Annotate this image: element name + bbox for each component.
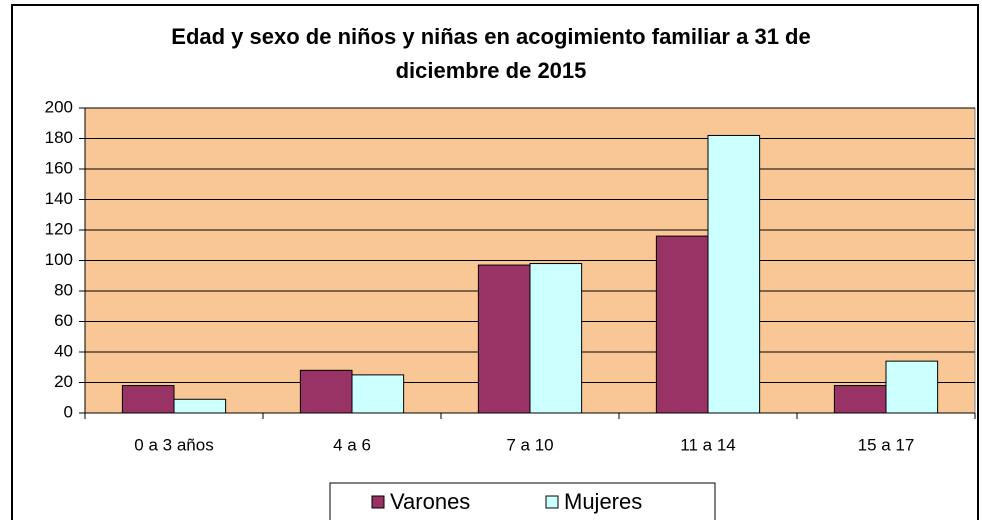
y-tick-label: 0 <box>64 402 73 421</box>
x-tick-label: 15 a 17 <box>858 435 915 454</box>
bar <box>707 134 761 414</box>
y-tick-label: 40 <box>54 341 73 360</box>
legend-label: Mujeres <box>564 489 642 514</box>
bar <box>351 374 405 414</box>
bar <box>885 360 939 414</box>
legend-swatch <box>371 495 385 509</box>
bar <box>173 398 227 414</box>
x-tick-label: 4 a 6 <box>333 435 371 454</box>
y-tick-label: 180 <box>45 128 73 147</box>
y-tick-label: 60 <box>54 311 73 330</box>
legend-label: Varones <box>390 489 470 514</box>
x-tick-label: 11 a 14 <box>680 435 735 454</box>
y-tick-label: 80 <box>54 280 73 299</box>
bar <box>121 385 175 414</box>
bar <box>655 235 709 414</box>
y-tick-label: 160 <box>45 158 73 177</box>
y-tick-label: 200 <box>45 97 73 116</box>
legend-swatch <box>545 495 559 509</box>
bar <box>299 369 353 414</box>
x-tick-label: 7 a 10 <box>506 435 553 454</box>
y-tick-label: 100 <box>45 250 73 269</box>
legend-box <box>329 482 716 520</box>
bar <box>477 264 531 414</box>
bar <box>833 385 887 414</box>
y-tick-label: 20 <box>54 372 73 391</box>
chart-title: Edad y sexo de niños y niñas en acogimie… <box>171 24 811 83</box>
x-tick-label: 0 a 3 años <box>134 435 213 454</box>
y-tick-label: 120 <box>45 219 73 238</box>
y-tick-label: 140 <box>45 189 73 208</box>
bar <box>529 263 583 414</box>
